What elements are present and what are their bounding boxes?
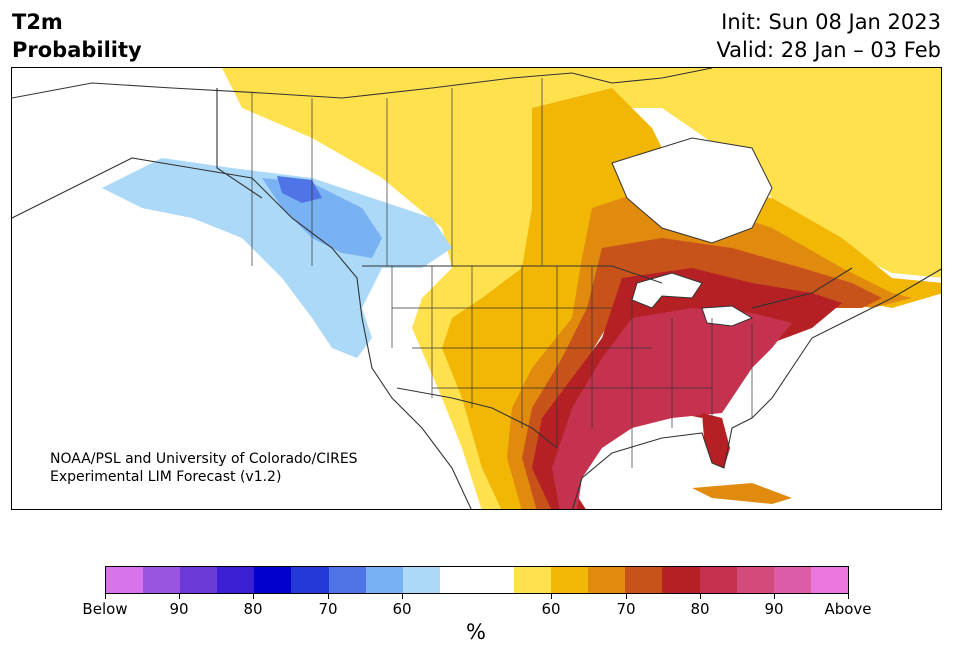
pacific-coastline [12,157,472,509]
great-lakes [631,272,754,327]
prob-above-65-area [442,88,941,509]
colorbar-tickmark [700,594,701,599]
colorbar-tick-below-80: 80 [243,600,263,618]
colorbar-swatch [180,567,218,593]
colorbar-tick-above-80: 80 [690,600,710,618]
us-canada-border [362,265,853,309]
hudson-bay [611,137,773,244]
colorbar-swatch [551,567,589,593]
arctic-coastline [12,68,713,99]
map-canvas [12,68,941,509]
colorbar-swatch [476,567,515,593]
colorbar-tickmark [848,594,849,599]
colorbar-swatch [588,567,626,593]
colorbar-swatch [773,567,811,593]
colorbar-tick-below-70: 70 [318,600,338,618]
colorbar-tickmark [774,594,775,599]
state-lines [391,266,753,468]
colorbar-swatch [402,567,440,593]
colorbar-swatch [328,567,366,593]
prob-below-70-area [277,176,322,203]
province-lines [251,78,543,266]
colorbar-swatch [736,567,774,593]
title-product: Probability [12,38,142,62]
credit-line2: Experimental LIM Forecast (v1.2) [50,469,282,485]
colorbar-swatch [291,567,329,593]
colorbar-swatch [625,567,663,593]
map-title: T2m Probability [12,8,142,64]
colorbar-tickmark [253,594,254,599]
colorbar-swatch [254,567,292,593]
colorbar-tick-above-70: 70 [616,600,636,618]
forecast-dates: Init: Sun 08 Jan 2023 Valid: 28 Jan – 03… [716,8,941,64]
prob-below-60-area [102,158,452,358]
colorbar-tickmark [626,594,627,599]
valid-date: Valid: 28 Jan – 03 Feb [716,38,941,62]
colorbar-tickmark [105,594,106,599]
colorbar-unit-label: % [466,620,486,644]
prob-above-80-florida [702,413,730,468]
credit-line1: NOAA/PSL and University of Colorado/CIRE… [50,451,358,467]
title-variable: T2m [12,10,63,34]
colorbar-tick-above-60: 60 [541,600,561,618]
prob-above-70-cuba [692,483,792,504]
colorbar-tickmark [551,594,552,599]
colorbar-swatch [810,567,848,593]
colorbar-swatch [699,567,737,593]
colorbar-tick-below: Below [82,600,128,618]
colorbar-swatch [365,567,403,593]
colorbar-swatch [662,567,700,593]
us-mexico-border [396,387,558,449]
colorbar-tick-below-90: 90 [169,600,189,618]
colorbar-swatch [217,567,255,593]
map-outlines [12,68,941,509]
colorbar-swatch [514,567,552,593]
colorbar-swatch [106,567,144,593]
alaska-border [216,88,263,199]
colorbar-tick-above-90: 90 [764,600,784,618]
colorbar-tickmark [179,594,180,599]
colorbar-tickmark [402,594,403,599]
colorbar-tick-above: Above [824,600,872,618]
prob-above-75-area [522,238,882,509]
atlantic-coastline [572,268,941,509]
credit-note: NOAA/PSL and University of Colorado/CIRE… [50,450,358,486]
colorbar-swatch [143,567,181,593]
colorbar-tickmark [328,594,329,599]
forecast-map: NOAA/PSL and University of Colorado/CIRE… [11,67,942,510]
colorbar [105,566,849,594]
init-date: Init: Sun 08 Jan 2023 [721,10,941,34]
colorbar-swatch [439,567,477,593]
colorbar-tick-below-60: 60 [392,600,412,618]
